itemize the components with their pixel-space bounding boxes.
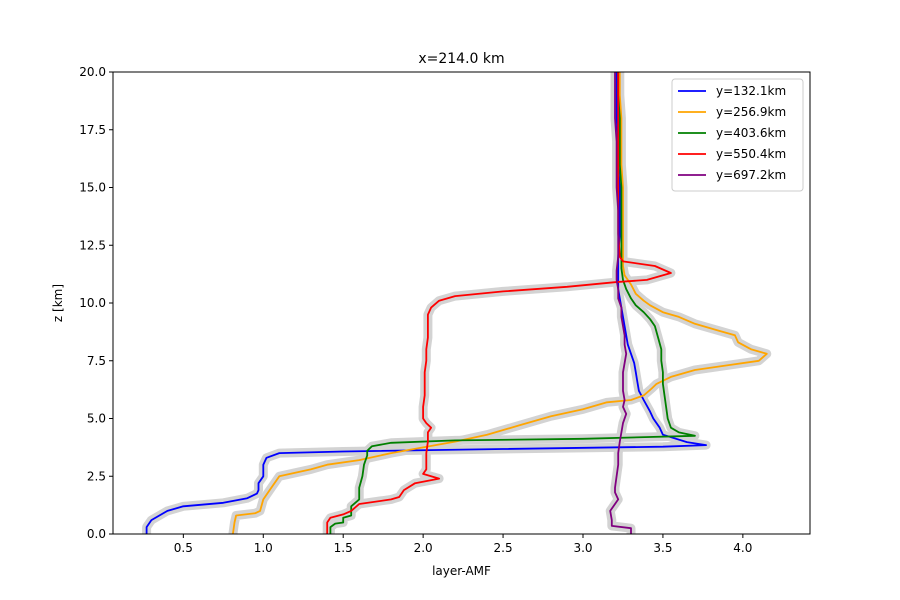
x-axis-label: layer-AMF — [432, 564, 491, 578]
series-line-5 — [609, 72, 632, 534]
series-line-4 — [326, 72, 672, 534]
legend-label: y=256.9km — [716, 105, 786, 119]
y-tick-label: 20.0 — [79, 65, 106, 79]
x-tick-label: 1.5 — [334, 541, 353, 555]
legend-label: y=550.4km — [716, 147, 786, 161]
series-lines — [145, 72, 768, 535]
y-tick-label: 10.0 — [79, 296, 106, 310]
y-tick-label: 2.5 — [87, 469, 106, 483]
legend: y=132.1km y=256.9km y=403.6km y=550.4km y=69… — [671, 78, 804, 192]
legend-label: y=132.1km — [716, 84, 786, 98]
x-tick-label: 2.5 — [494, 541, 513, 555]
series-line-3 — [329, 72, 696, 534]
x-tick-label: 4.0 — [733, 541, 752, 555]
y-axis-ticks: 0.0 2.5 5.0 7.5 10.0 12.5 15.0 17.5 20.0 — [79, 65, 113, 541]
y-tick-label: 17.5 — [79, 123, 106, 137]
legend-label: y=697.2km — [716, 168, 786, 182]
x-tick-label: 2.0 — [414, 541, 433, 555]
x-tick-label: 3.0 — [573, 541, 592, 555]
x-tick-label: 1.0 — [254, 541, 273, 555]
y-axis-label: z [km] — [51, 284, 65, 322]
legend-label: y=403.6km — [716, 126, 786, 140]
x-tick-label: 3.5 — [653, 541, 672, 555]
y-tick-label: 5.0 — [87, 412, 106, 426]
y-tick-label: 7.5 — [87, 354, 106, 368]
x-axis-ticks: 0.5 1.0 1.5 2.0 2.5 3.0 3.5 4.0 — [174, 534, 752, 555]
chart-title: x=214.0 km — [418, 51, 504, 67]
y-tick-label: 0.0 — [87, 527, 106, 541]
legend-box — [671, 78, 804, 192]
y-tick-label: 15.0 — [79, 181, 106, 195]
x-tick-label: 0.5 — [174, 541, 193, 555]
y-tick-label: 12.5 — [79, 238, 106, 252]
